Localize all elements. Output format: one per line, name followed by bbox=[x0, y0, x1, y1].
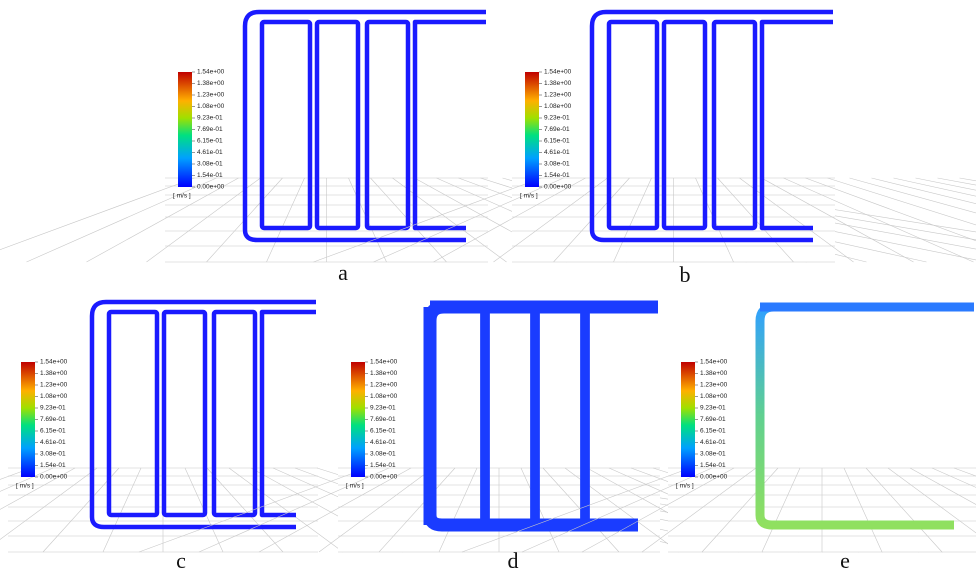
colorbar-tick-label: 1.08e+00 bbox=[700, 393, 728, 400]
colorbar-tick-label: 9.23e-01 bbox=[40, 405, 66, 412]
panel-label: e bbox=[840, 548, 850, 573]
colorbar-tick-label: 1.08e+00 bbox=[544, 103, 572, 110]
colorbar-tick-label: 1.38e+00 bbox=[370, 370, 398, 377]
colorbar-tick-label: 1.23e+00 bbox=[370, 382, 398, 389]
colorbar-unit: [ m/s ] bbox=[173, 193, 191, 200]
colorbar-scale bbox=[351, 362, 365, 477]
grid-line bbox=[938, 178, 976, 262]
panel-label: b bbox=[680, 262, 691, 287]
colorbar-tick-label: 7.69e-01 bbox=[197, 126, 223, 133]
colorbar-tick-label: 1.54e-01 bbox=[700, 462, 726, 469]
colorbar-tick-label: 1.54e-01 bbox=[370, 462, 396, 469]
colorbar-tick-label: 7.69e-01 bbox=[40, 416, 66, 423]
panel-label: c bbox=[176, 548, 186, 573]
colorbar-tick-label: 3.08e-01 bbox=[700, 451, 726, 458]
colorbar-tick-label: 1.08e+00 bbox=[370, 393, 398, 400]
colorbar-tick-label: 4.61e-01 bbox=[197, 149, 223, 156]
colorbar-unit: [ m/s ] bbox=[346, 483, 364, 490]
colorbar-tick-label: 4.61e-01 bbox=[700, 439, 726, 446]
colorbar-tick-label: 7.69e-01 bbox=[700, 416, 726, 423]
colorbar-tick-label: 0.00e+00 bbox=[544, 184, 572, 191]
colorbar-tick-label: 3.08e-01 bbox=[40, 451, 66, 458]
colorbar-unit: [ m/s ] bbox=[520, 193, 538, 200]
colorbar-tick-label: 6.15e-01 bbox=[544, 138, 570, 145]
colorbar-unit: [ m/s ] bbox=[16, 483, 34, 490]
colorbar-tick-label: 1.23e+00 bbox=[544, 92, 572, 99]
colorbar-tick-label: 1.54e+00 bbox=[544, 69, 572, 76]
colorbar-tick-label: 1.54e-01 bbox=[544, 172, 570, 179]
colorbar-tick-label: 1.38e+00 bbox=[544, 80, 572, 87]
colorbar-scale bbox=[681, 362, 695, 477]
colorbar-tick-label: 9.23e-01 bbox=[370, 405, 396, 412]
colorbar-tick-label: 6.15e-01 bbox=[700, 428, 726, 435]
colorbar-scale bbox=[525, 72, 539, 187]
grid-line bbox=[894, 178, 976, 262]
colorbar-tick-label: 1.23e+00 bbox=[700, 382, 728, 389]
colorbar-tick-label: 7.69e-01 bbox=[370, 416, 396, 423]
panel-label: d bbox=[508, 548, 519, 573]
colorbar-tick-label: 7.69e-01 bbox=[544, 126, 570, 133]
colorbar-tick-label: 1.54e+00 bbox=[700, 359, 728, 366]
colorbar-tick-label: 3.08e-01 bbox=[544, 161, 570, 168]
colorbar-tick-label: 4.61e-01 bbox=[370, 439, 396, 446]
colorbar-tick-label: 4.61e-01 bbox=[544, 149, 570, 156]
colorbar-tick-label: 1.54e+00 bbox=[370, 359, 398, 366]
colorbar-scale bbox=[21, 362, 35, 477]
colorbar-tick-label: 0.00e+00 bbox=[700, 474, 728, 481]
colorbar-tick-label: 1.23e+00 bbox=[40, 382, 68, 389]
colorbar-tick-label: 9.23e-01 bbox=[544, 115, 570, 122]
colorbar-tick-label: 3.08e-01 bbox=[370, 451, 396, 458]
colorbar-tick-label: 1.38e+00 bbox=[197, 80, 225, 87]
colorbar-tick-label: 4.61e-01 bbox=[40, 439, 66, 446]
panels: 1.54e+00 1.38e+00 1.23e+00 1.08e+00 9.23e-01… bbox=[0, 0, 976, 573]
colorbar-tick-label: 1.54e+00 bbox=[197, 69, 225, 76]
colorbar-tick-label: 0.00e+00 bbox=[197, 184, 225, 191]
colorbar-tick-label: 1.38e+00 bbox=[40, 370, 68, 377]
colorbar-tick-label: 1.54e-01 bbox=[40, 462, 66, 469]
panel-label: a bbox=[338, 260, 348, 285]
colorbar-tick-label: 9.23e-01 bbox=[700, 405, 726, 412]
colorbar-tick-label: 1.38e+00 bbox=[700, 370, 728, 377]
colorbar-tick-label: 0.00e+00 bbox=[40, 474, 68, 481]
colorbar-tick-label: 1.08e+00 bbox=[40, 393, 68, 400]
colorbar-tick-label: 0.00e+00 bbox=[370, 474, 398, 481]
colorbar-tick-label: 6.15e-01 bbox=[40, 428, 66, 435]
colorbar-tick-label: 1.54e-01 bbox=[197, 172, 223, 179]
colorbar-tick-label: 9.23e-01 bbox=[197, 115, 223, 122]
colorbar-tick-label: 6.15e-01 bbox=[197, 138, 223, 145]
figure: 1.54e+00 1.38e+00 1.23e+00 1.08e+00 9.23e-01… bbox=[0, 0, 976, 574]
colorbar-tick-label: 1.08e+00 bbox=[197, 103, 225, 110]
grid-line bbox=[960, 178, 976, 262]
colorbar-scale bbox=[178, 72, 192, 187]
colorbar-tick-label: 1.23e+00 bbox=[197, 92, 225, 99]
colorbar-tick-label: 6.15e-01 bbox=[370, 428, 396, 435]
colorbar-unit: [ m/s ] bbox=[676, 483, 694, 490]
colorbar-tick-label: 1.54e+00 bbox=[40, 359, 68, 366]
colorbar-tick-label: 3.08e-01 bbox=[197, 161, 223, 168]
